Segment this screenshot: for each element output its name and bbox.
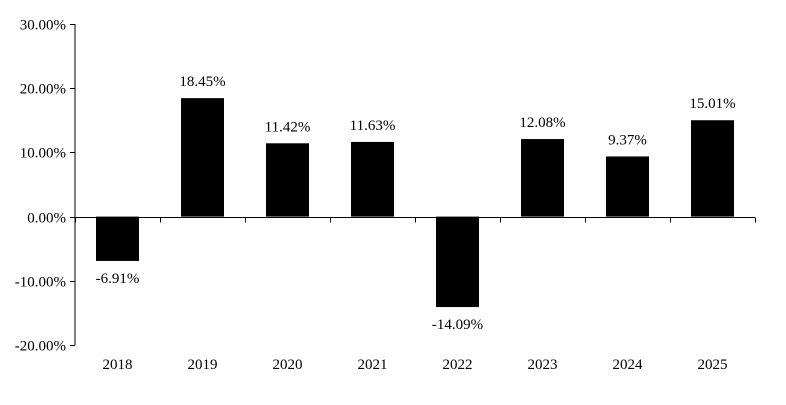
x-tick-label: 2025 bbox=[698, 357, 728, 373]
y-tick-label: -20.00% bbox=[15, 339, 66, 355]
x-tick-label: 2020 bbox=[273, 357, 303, 373]
x-tick-label: 2022 bbox=[443, 357, 473, 373]
bar-2020 bbox=[266, 143, 309, 217]
data-label: 12.08% bbox=[519, 115, 565, 131]
x-axis: 2018 2019 2020 2021 2022 2023 2024 2025 bbox=[75, 217, 756, 373]
bar-2018 bbox=[96, 216, 139, 261]
y-tick-label: 0.00% bbox=[27, 211, 66, 227]
bar-2025 bbox=[691, 120, 734, 217]
x-tick-label: 2024 bbox=[613, 357, 644, 373]
data-label: 15.01% bbox=[689, 96, 735, 112]
y-tick-label: 30.00% bbox=[20, 18, 66, 34]
data-label: -14.09% bbox=[432, 317, 483, 333]
bar-2023 bbox=[521, 139, 564, 217]
bar-2024 bbox=[606, 156, 649, 217]
bar-2022 bbox=[436, 216, 479, 308]
data-label: -6.91% bbox=[96, 271, 140, 287]
y-tick-label: 10.00% bbox=[20, 146, 66, 162]
y-tick-label: -10.00% bbox=[15, 275, 66, 291]
data-label: 11.42% bbox=[265, 119, 311, 135]
data-label: 11.63% bbox=[350, 118, 396, 134]
bar-2021 bbox=[351, 141, 394, 217]
data-labels: -6.91% 18.45% 11.42% 11.63% -14.09% 12.08% 9.3… bbox=[96, 74, 736, 333]
x-tick-label: 2018 bbox=[103, 357, 133, 373]
x-tick-label: 2019 bbox=[188, 357, 218, 373]
data-label: 9.37% bbox=[608, 132, 647, 148]
data-label: 18.45% bbox=[179, 74, 225, 90]
y-tick-label: 20.00% bbox=[20, 82, 66, 98]
bar-2019 bbox=[181, 98, 224, 217]
bars bbox=[96, 98, 734, 308]
x-tick-label: 2021 bbox=[358, 357, 388, 373]
y-axis: -20.00% -10.00% 0.00% 10.00% 20.00% 30.00% bbox=[15, 18, 76, 355]
x-tick-label: 2023 bbox=[528, 357, 558, 373]
